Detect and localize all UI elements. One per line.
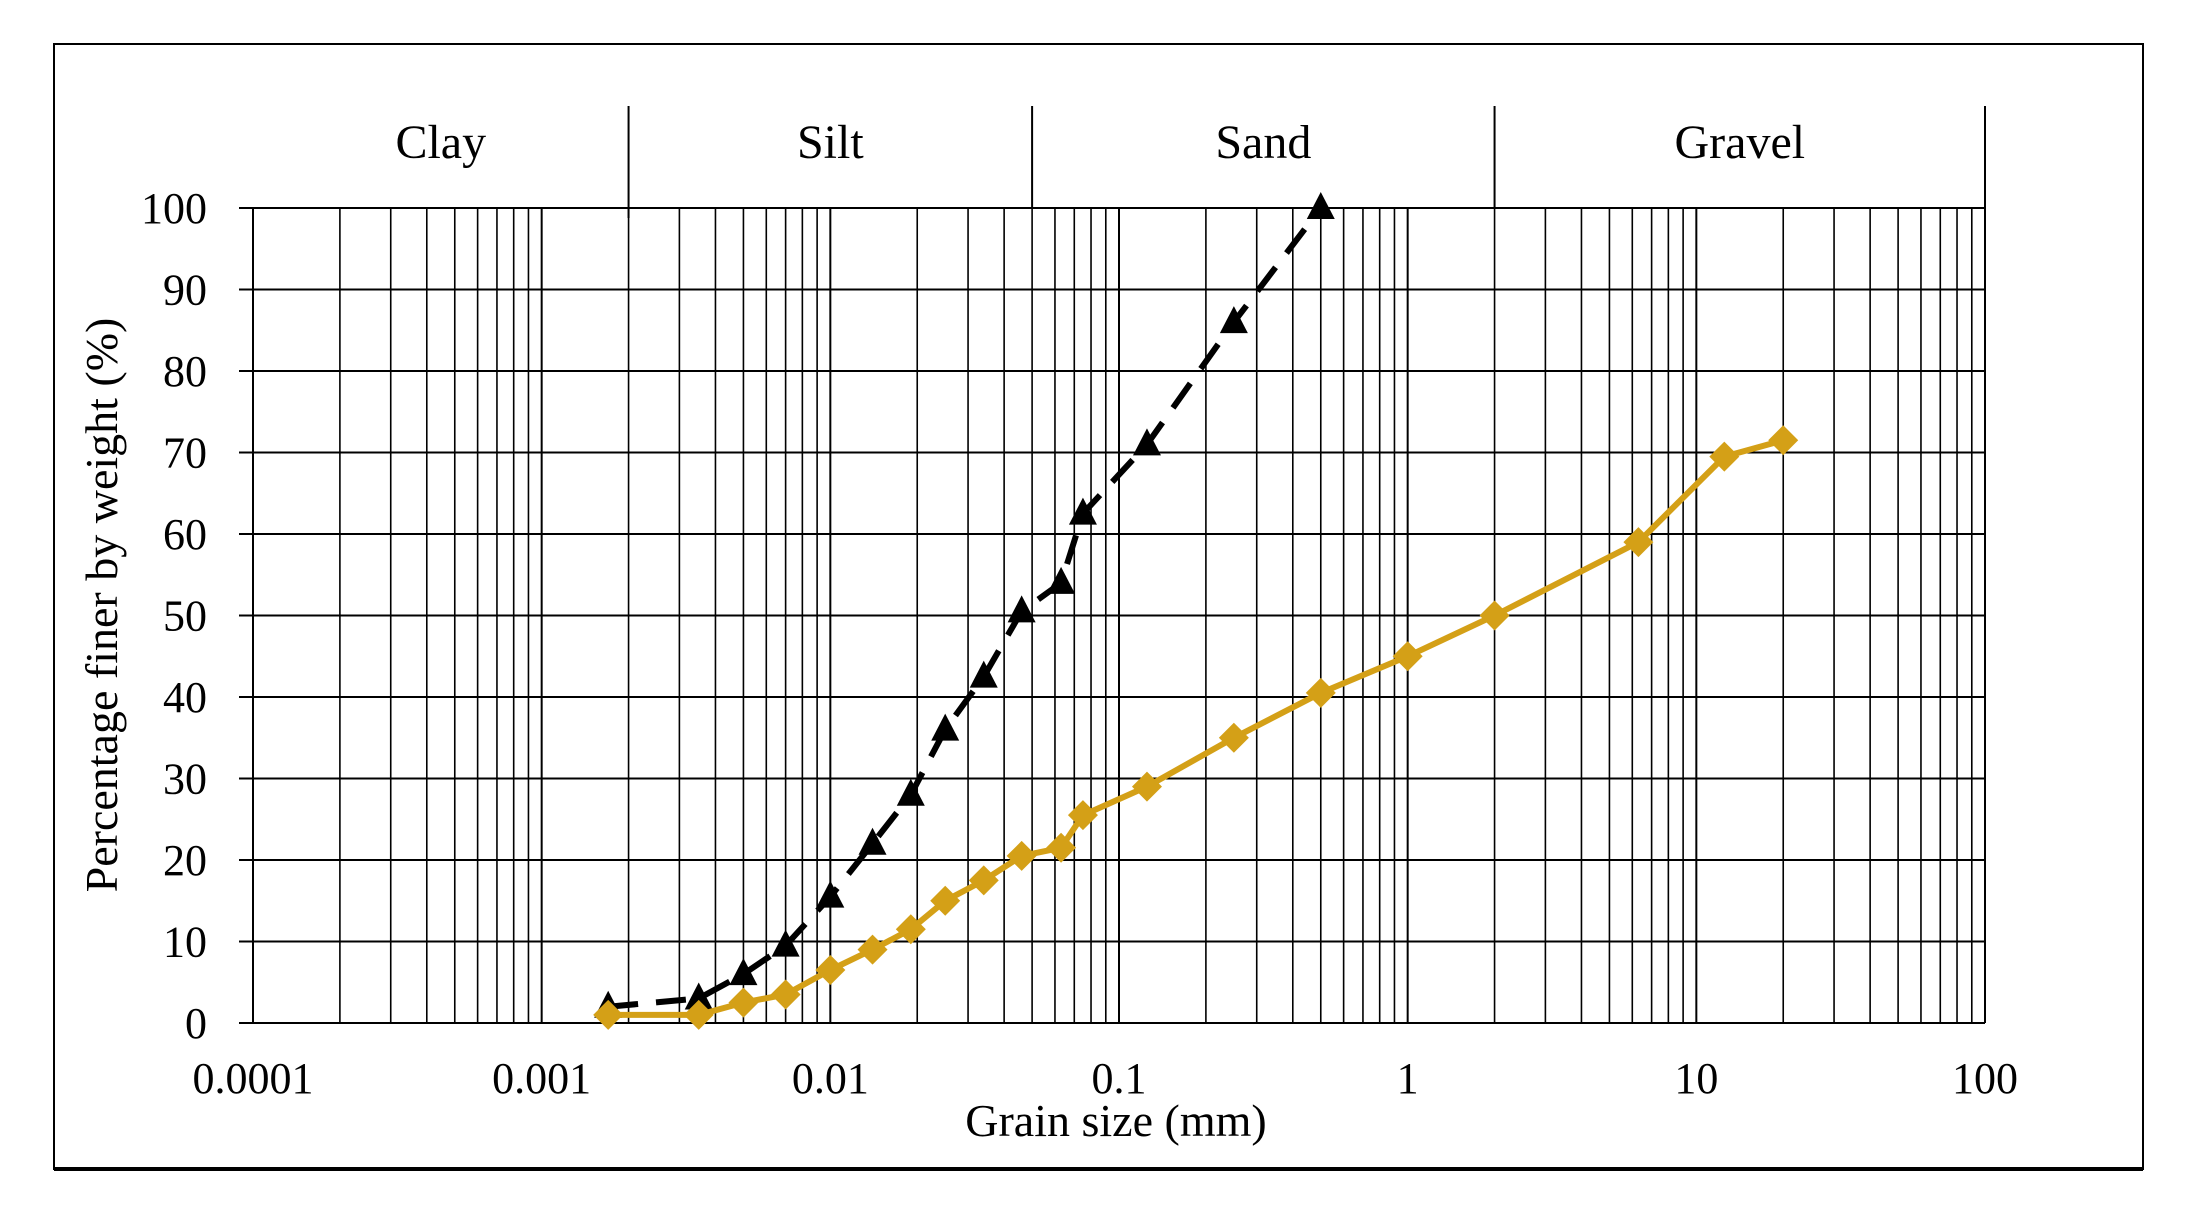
- series-1-triangle-marker: [1007, 595, 1036, 623]
- series-1-triangle-marker: [1047, 566, 1076, 594]
- y-axis-label: Percentage finer by weight (%): [76, 318, 127, 893]
- series-2-diamond-marker: [1623, 527, 1654, 558]
- series-1-triangle-marker: [771, 929, 800, 957]
- series-1-triangle-marker: [1132, 428, 1161, 456]
- y-tick-label: 30: [163, 755, 207, 804]
- series-2-diamond-marker: [593, 999, 624, 1030]
- series-2-diamond-marker: [1392, 641, 1423, 672]
- series-2-diamond-marker: [1218, 722, 1249, 753]
- series-2-diamond-marker: [857, 934, 888, 965]
- x-axis-ticks: 0.0001 0.001 0.01 0.1 1 10 100: [193, 1054, 2019, 1103]
- series-2-diamond-marker: [683, 999, 714, 1030]
- x-tick-label: 10: [1674, 1054, 1718, 1103]
- series-1-triangle-marker: [684, 982, 713, 1010]
- series-2-diamond-marker: [728, 987, 759, 1018]
- series-2-diamond-marker: [1709, 441, 1740, 472]
- series-1-triangle-marker: [816, 880, 845, 908]
- data-series: [593, 192, 1799, 1030]
- y-tick-label: 10: [163, 918, 207, 967]
- series-1-triangle-marker: [896, 778, 925, 806]
- series-2-diamond-marker: [815, 955, 846, 986]
- series-2-diamond-marker: [1067, 800, 1098, 831]
- x-tick-label: 0.001: [492, 1054, 591, 1103]
- series-1-triangle-marker: [1219, 306, 1248, 334]
- x-axis-label: Grain size (mm): [965, 1095, 1266, 1146]
- series-2-diamond-marker: [1479, 600, 1510, 631]
- series-2-diamond-marker: [1768, 425, 1799, 456]
- zone-label-gravel: Gravel: [1674, 116, 1805, 169]
- x-tick-label: 1: [1397, 1054, 1419, 1103]
- zone-label-sand: Sand: [1215, 116, 1311, 169]
- x-tick-label: 0.01: [792, 1054, 869, 1103]
- soil-zone-dividers: Clay Silt Sand Gravel: [395, 106, 1986, 218]
- series-2-diamond-marker: [1305, 677, 1336, 708]
- y-tick-label: 0: [185, 999, 207, 1048]
- y-tick-label: 70: [163, 429, 207, 478]
- series-1-triangle-marker: [1306, 192, 1335, 219]
- series-2-diamond-marker: [930, 885, 961, 916]
- series-1-triangle-marker: [1068, 497, 1097, 525]
- y-tick-label: 20: [163, 836, 207, 885]
- series-2-diamond-marker: [1046, 832, 1077, 863]
- y-tick-label: 60: [163, 510, 207, 559]
- zone-label-silt: Silt: [797, 116, 864, 169]
- x-tick-label: 0.1: [1092, 1054, 1147, 1103]
- x-tick-label: 100: [1952, 1054, 2018, 1103]
- x-tick-label: 0.0001: [193, 1054, 314, 1103]
- series-1-triangle-marker: [969, 660, 998, 688]
- series-line-1: [607, 206, 1324, 1010]
- series-2-diamond-marker: [968, 865, 999, 896]
- y-tick-label: 90: [163, 266, 207, 315]
- grid: [239, 207, 1986, 1024]
- y-tick-label: 40: [163, 673, 207, 722]
- y-axis-ticks: 0 10 20 30 40 50 60 70 80 90 100: [141, 184, 207, 1048]
- series-2-diamond-marker: [1006, 840, 1037, 871]
- series-1-triangle-marker: [858, 827, 887, 855]
- series-1-triangle-marker: [729, 958, 758, 986]
- series-1-triangle-marker: [931, 713, 960, 741]
- zone-label-clay: Clay: [395, 116, 486, 169]
- y-tick-label: 80: [163, 347, 207, 396]
- y-tick-label: 100: [141, 184, 207, 233]
- y-tick-label: 50: [163, 592, 207, 641]
- series-2-diamond-marker: [770, 979, 801, 1010]
- series-2-diamond-marker: [895, 914, 926, 945]
- series-2-diamond-marker: [1131, 771, 1162, 802]
